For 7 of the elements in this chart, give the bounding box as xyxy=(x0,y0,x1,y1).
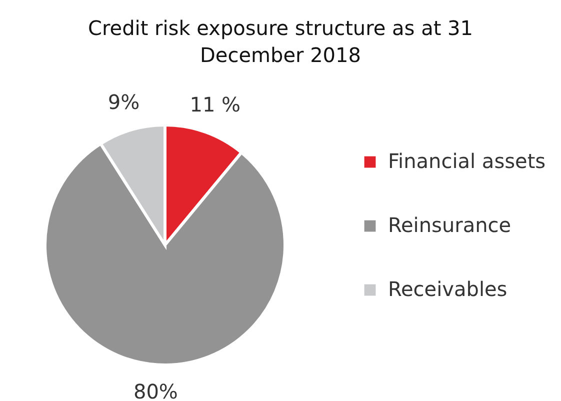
legend-label: Reinsurance xyxy=(388,213,512,237)
data-label: 80% xyxy=(133,380,178,401)
legend-label: Receivables xyxy=(388,277,508,301)
legend-label: Financial assets xyxy=(388,149,546,173)
data-label: 9% xyxy=(108,90,140,114)
data-label: 11 % xyxy=(190,92,241,117)
chart-title: Credit risk exposure structure as at 31 December 2018 xyxy=(88,16,473,67)
